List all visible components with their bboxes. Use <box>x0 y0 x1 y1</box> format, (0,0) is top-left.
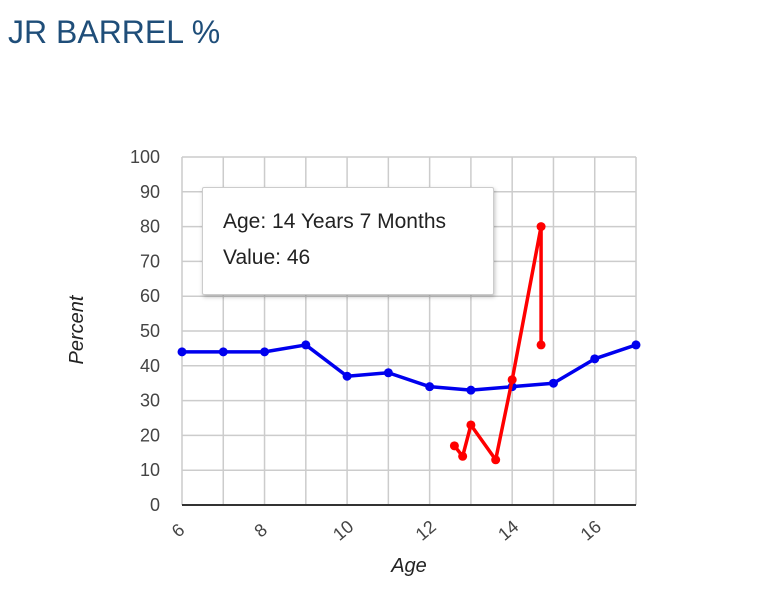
x-tick-label: 6 <box>168 520 189 542</box>
data-point[interactable] <box>491 455 501 465</box>
chart-title: JR BARREL % <box>8 14 221 50</box>
data-point[interactable] <box>458 451 468 461</box>
x-tick-label: 8 <box>250 520 271 542</box>
y-tick-label: 30 <box>140 391 160 411</box>
data-point[interactable] <box>536 222 546 232</box>
data-point[interactable] <box>449 441 459 451</box>
tooltip: Age: 14 Years 7 Months Value: 46 <box>202 187 494 295</box>
data-point[interactable] <box>218 347 228 357</box>
x-tick-label: 14 <box>494 516 522 544</box>
data-point[interactable] <box>548 378 558 388</box>
x-axis-title: Age <box>390 555 427 577</box>
y-tick-label: 60 <box>140 286 160 306</box>
series-group <box>177 222 641 465</box>
data-point[interactable] <box>425 382 435 392</box>
y-tick-label: 100 <box>130 147 160 167</box>
data-point[interactable] <box>260 347 270 357</box>
series-line-1 <box>182 343 637 392</box>
y-tick-label: 70 <box>140 251 160 271</box>
data-point[interactable] <box>590 354 600 364</box>
data-point[interactable] <box>507 375 517 385</box>
x-axis-ticks: 6 8 10 12 14 16 <box>168 516 605 544</box>
data-point[interactable] <box>466 385 476 395</box>
x-tick-label: 16 <box>577 516 605 544</box>
tooltip-age: Age: 14 Years 7 Months <box>223 210 446 233</box>
y-tick-label: 10 <box>140 460 160 480</box>
data-point[interactable] <box>466 420 476 430</box>
y-tick-label: 50 <box>140 321 160 341</box>
data-point[interactable] <box>177 347 187 357</box>
x-tick-label: 10 <box>329 516 357 544</box>
y-tick-label: 40 <box>140 356 160 376</box>
y-axis-ticks: 0 10 20 30 40 50 60 70 80 90 100 <box>130 147 160 515</box>
y-tick-label: 80 <box>140 217 160 237</box>
data-point[interactable] <box>301 340 311 350</box>
x-tick-label: 12 <box>412 516 440 544</box>
data-point[interactable] <box>383 368 393 378</box>
data-point[interactable] <box>631 340 641 350</box>
data-point[interactable] <box>342 371 352 381</box>
y-tick-label: 20 <box>140 425 160 445</box>
y-axis-title: Percent <box>66 294 88 364</box>
y-tick-label: 0 <box>150 495 160 515</box>
data-point[interactable] <box>536 340 546 350</box>
tooltip-value: Value: 46 <box>223 246 311 269</box>
y-tick-label: 90 <box>140 182 160 202</box>
